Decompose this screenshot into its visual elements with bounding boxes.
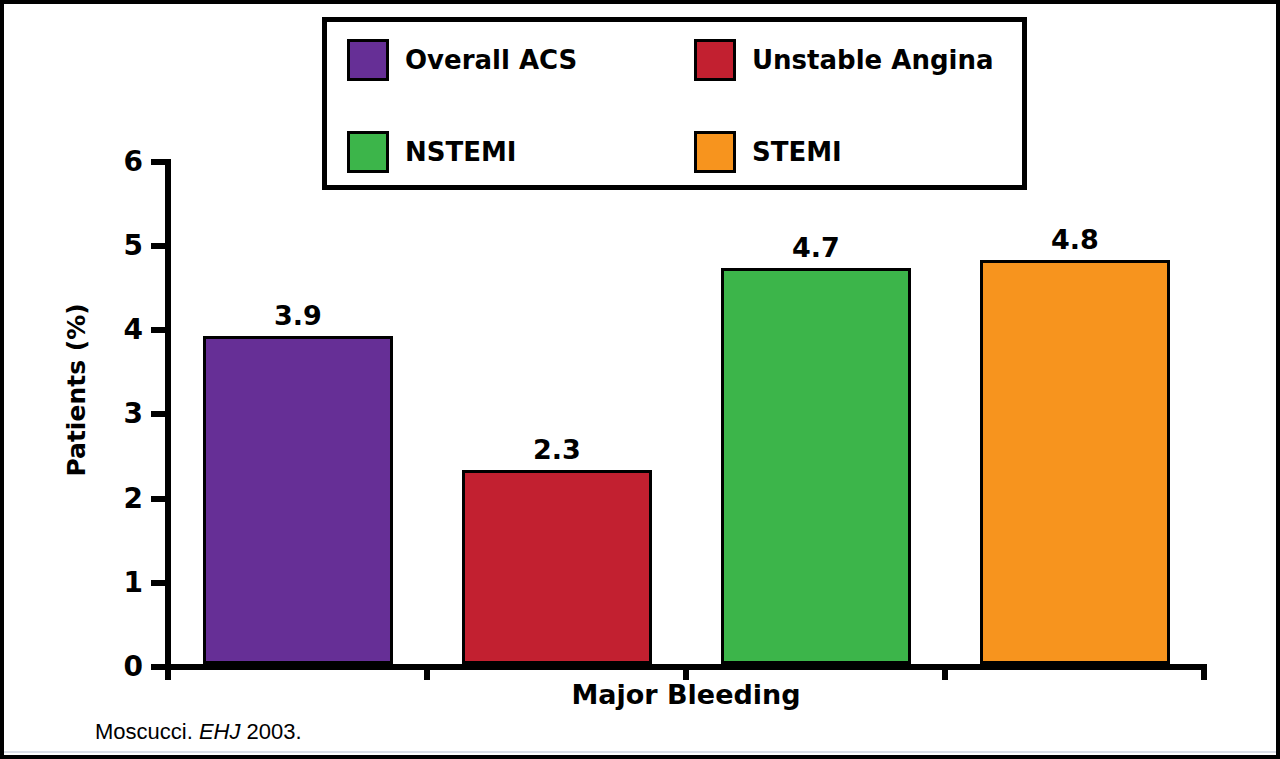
bar-unstable-angina [462, 470, 652, 664]
bar-value-label: 2.3 [497, 434, 617, 466]
x-tick [683, 664, 689, 680]
legend-swatch-2 [347, 131, 389, 173]
legend-swatch-0 [347, 39, 389, 81]
x-tick [1201, 664, 1207, 680]
x-axis-title: Major Bleeding [165, 679, 1207, 710]
y-tick [151, 411, 165, 417]
x-tick [424, 664, 430, 680]
y-tick-label: 0 [83, 650, 143, 684]
bar-nstemi [721, 268, 911, 664]
y-tick-label: 6 [83, 145, 143, 179]
legend-label-0: Overall ACS [405, 39, 577, 81]
x-tick [165, 664, 171, 680]
y-tick [151, 159, 165, 165]
legend-swatch-1 [694, 39, 736, 81]
legend-label-1: Unstable Angina [752, 39, 994, 81]
bar-overall-acs [203, 336, 393, 664]
slide-chart: Overall ACSUnstable AnginaNSTEMISTEMI Pa… [0, 0, 1280, 759]
citation-year: 2003. [247, 719, 302, 744]
citation-author: Moscucci. [95, 719, 193, 744]
legend-swatch-3 [694, 131, 736, 173]
y-tick [151, 327, 165, 333]
citation: Moscucci. EHJ 2003. [95, 719, 302, 745]
legend-label-3: STEMI [752, 131, 842, 173]
y-tick [151, 580, 165, 586]
legend-label-2: NSTEMI [405, 131, 517, 173]
y-tick [151, 664, 165, 670]
citation-journal: EHJ [199, 719, 241, 744]
bar-value-label: 4.8 [1015, 224, 1135, 256]
y-tick-label: 4 [83, 313, 143, 347]
chart-legend: Overall ACS Unstable Angina NSTEMI STEMI [322, 17, 1027, 190]
y-tick-label: 3 [83, 397, 143, 431]
x-tick [942, 664, 948, 680]
bar-value-label: 3.9 [238, 300, 358, 332]
y-tick-label: 2 [83, 482, 143, 516]
slide-edge-line [4, 751, 1276, 753]
bar-stemi [980, 260, 1170, 664]
y-tick [151, 496, 165, 502]
y-axis-line [165, 159, 171, 670]
bar-value-label: 4.7 [756, 232, 876, 264]
y-tick [151, 243, 165, 249]
y-tick-label: 1 [83, 566, 143, 600]
y-tick-label: 5 [83, 229, 143, 263]
